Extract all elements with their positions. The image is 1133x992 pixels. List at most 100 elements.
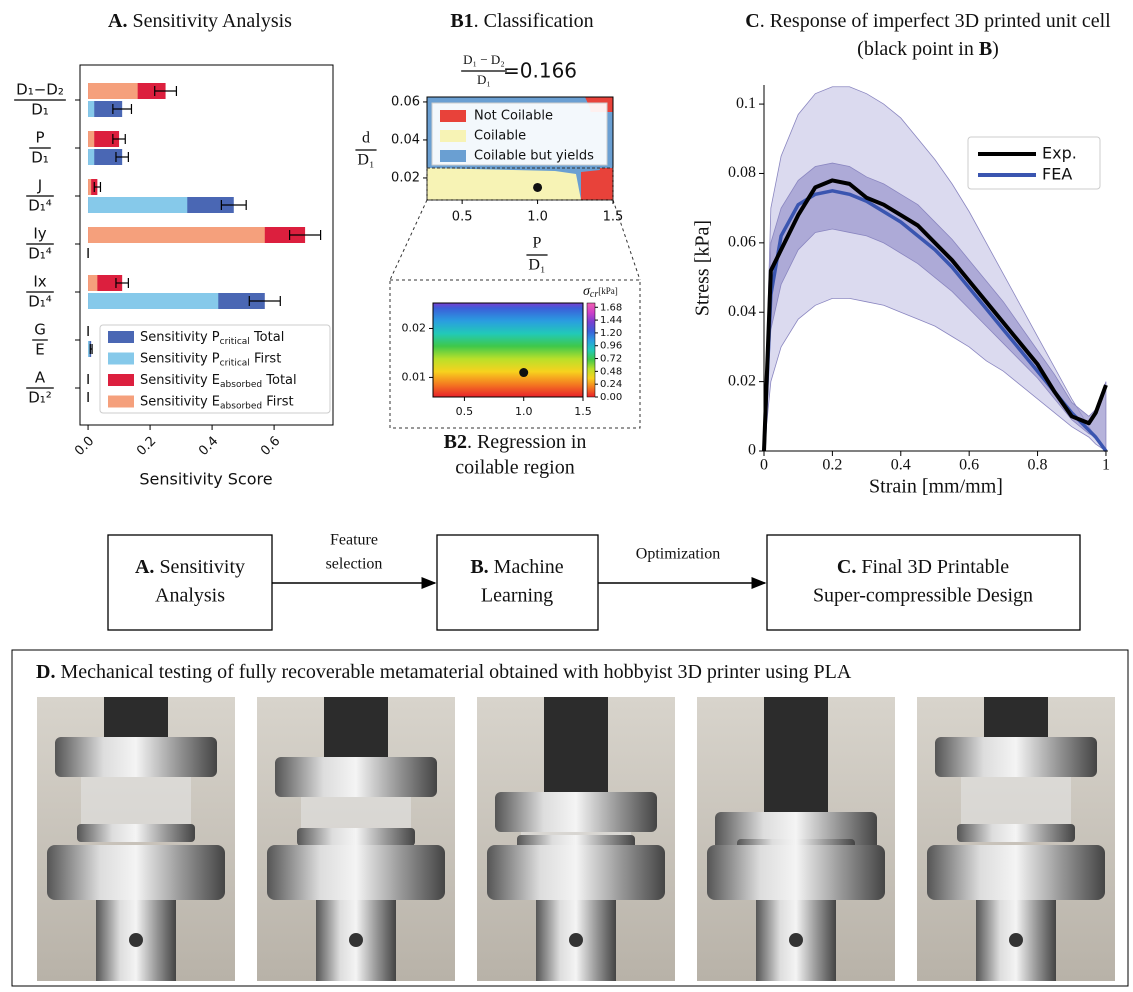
specimen [301,797,411,832]
bar [88,131,95,147]
legend-label-part: Total [250,330,285,345]
error-bar [93,182,102,192]
y-tick-label: Ix [33,273,46,291]
y-tick-label: 0.02 [402,321,427,334]
legend-label: Sensitivity Pcritical First [140,351,281,368]
y-tick-label: 0.04 [728,303,756,320]
photo [917,697,1115,981]
x-tick-label: 0.8 [1028,457,1048,474]
legend-label: Sensitivity Eabsorbed First [140,394,294,411]
x-tick-label: 1.0 [515,405,533,418]
x-tick-label: 0 [760,457,768,474]
formula-value: =0.166 [503,59,577,83]
specimen [961,777,1071,824]
legend-label-sub: absorbed [220,401,262,411]
flow-box [766,534,1081,631]
zoom-frame [389,279,641,429]
bottom-plate [707,845,885,900]
base-hole [1009,933,1023,947]
x-axis-label: Strain [mm/mm] [869,476,1003,498]
x-tick-label: 0.2 [134,434,159,459]
zoom-box [426,167,614,201]
mid-ring [77,824,195,842]
base-hole [569,933,583,947]
zoom-line [389,199,428,281]
error-bar [115,278,129,288]
panel-title: C. Response of imperfect 3D printed unit… [745,10,1111,32]
formula: D₁ − D₂ [463,52,505,67]
base-hole [129,933,143,947]
flow-box-text: Analysis [155,585,225,607]
axis-label: P [533,235,542,252]
legend-swatch [108,331,134,343]
error-bar [154,86,178,96]
axis-label: D₁ [357,152,374,169]
bar [88,131,120,147]
bar [88,83,138,99]
legend-label-part: Sensitivity E [140,373,220,388]
colorbar-title: σcr[kPa] [583,284,618,300]
mid-ring [957,824,1075,842]
y-tick-label: D₁ [31,101,49,119]
y-tick-label: 0.1 [736,95,756,112]
line [762,178,1108,452]
legend-label-part: First [250,351,282,366]
legend-swatch [440,130,466,142]
legend-swatch [440,110,466,122]
x-axis-label: Sensitivity Score [139,470,272,489]
colorbar-tick-label: 0.48 [600,366,622,377]
legend-label: Coilable [474,129,526,144]
bottom-plate [927,845,1105,900]
flow-box-text: B. Machine [470,556,563,578]
axis-label: D₁ [528,257,545,274]
bottom-plate [47,845,225,900]
top-plate [275,757,437,797]
y-tick-label: Iy [33,225,46,243]
error-bar [115,152,129,162]
photo [257,697,455,981]
panel-caption: coilable region [455,457,574,479]
axis-label: d [362,130,370,147]
x-tick-label: 0.4 [891,457,911,474]
flow-box-text: C. Final 3D Printable [837,556,1009,578]
legend-swatch [108,374,134,386]
legend-label: Exp. [1042,144,1077,163]
bar [88,149,123,165]
x-tick-label: 0.6 [959,457,979,474]
y-tick-label: P [35,129,44,147]
legend-label: FEA [1042,165,1072,184]
photo [697,697,895,981]
legend-swatch [108,395,134,408]
legend-label-part: Total [262,373,297,388]
panel-title: D. Mechanical testing of fully recoverab… [36,661,852,683]
y-tick-label: D₁² [28,389,52,407]
data-point [519,368,529,378]
bar [88,341,90,357]
legend-swatch [440,150,466,162]
error-bar [220,200,247,210]
y-tick-label: 0.02 [391,170,420,185]
y-tick-label: 0.01 [402,370,427,383]
legend-box [967,136,1101,190]
legend-box [99,324,331,414]
colorbar-tick-label: 1.68 [600,302,622,313]
actuator [984,697,1048,737]
flow-box-text: Learning [481,585,553,607]
zoom-line [612,199,641,281]
legend-label-sub: critical [220,358,250,368]
colorbar-tick-label: 1.44 [600,315,622,326]
base-hole [349,933,363,947]
colorbar-tick-label: 0.00 [600,392,622,403]
bar [88,275,98,291]
x-tick-label: 1 [1102,457,1110,474]
actuator [544,697,608,792]
mid-ring [297,828,415,846]
y-tick-label: D₁−D₂ [16,81,64,99]
y-tick-label: 0.08 [728,164,756,181]
legend-label: Sensitivity Eabsorbed Total [140,373,297,390]
region-coilable [427,168,581,200]
colorbar-tick-label: 0.72 [600,354,622,365]
bar [88,227,265,243]
y-tick-label: 0.02 [728,372,756,389]
